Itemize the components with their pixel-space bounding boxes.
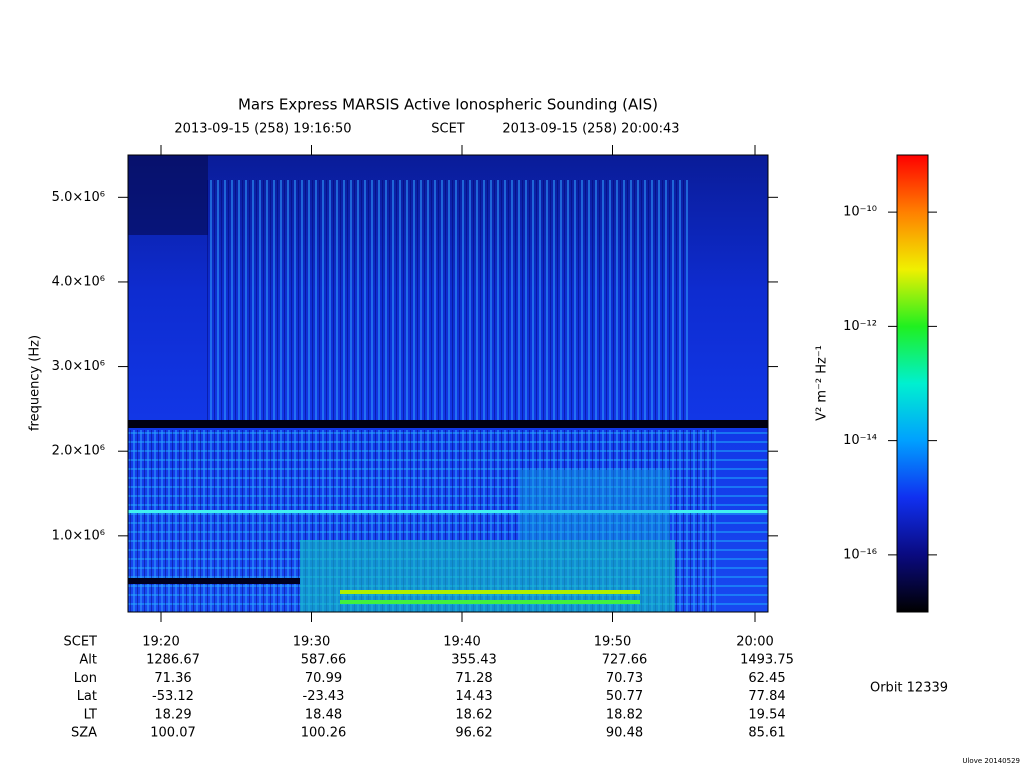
time-end: 2013-09-15 (258) 20:00:43 — [502, 122, 679, 137]
ephemeris-value: -53.12 — [152, 689, 194, 704]
orbit-label: Orbit 12339 — [870, 681, 948, 696]
ephemeris-value: 1286.67 — [146, 653, 200, 668]
x-tick-label: 19:30 — [293, 635, 330, 650]
ephemeris-value: 587.66 — [301, 653, 347, 668]
spectrogram — [128, 155, 768, 612]
time-system: SCET — [431, 122, 465, 137]
colorbar-tick-label: 10⁻¹⁰ — [843, 205, 877, 220]
ephemeris-value: -23.43 — [303, 689, 345, 704]
ephemeris-value: 19.54 — [748, 707, 785, 722]
colorbar — [896, 154, 929, 613]
ephemeris-value: 18.82 — [606, 707, 643, 722]
ephemeris-value: 18.29 — [154, 707, 191, 722]
ephemeris-row-label: Lon — [74, 671, 97, 686]
ephemeris-row-label: Alt — [79, 653, 97, 668]
ephemeris-value: 77.84 — [748, 689, 785, 704]
ephemeris-value: 18.62 — [455, 707, 492, 722]
x-tick-label: 19:50 — [594, 635, 631, 650]
colorbar-label: V² m⁻² Hz⁻¹ — [815, 345, 830, 421]
footer: Ulove 20140529 — [962, 757, 1020, 765]
ephemeris-value: 1493.75 — [740, 653, 794, 668]
colorbar-tick-label: 10⁻¹⁴ — [843, 433, 877, 448]
ephemeris-value: 62.45 — [748, 671, 785, 686]
ephemeris-value: 100.07 — [150, 726, 196, 741]
ephemeris-value: 727.66 — [602, 653, 648, 668]
colorbar-tick-label: 10⁻¹² — [843, 319, 877, 334]
x-tick-label: 19:20 — [142, 635, 179, 650]
colorbar-tick-label: 10⁻¹⁶ — [843, 547, 877, 562]
ephemeris-value: 70.99 — [305, 671, 342, 686]
x-tick-label: 20:00 — [736, 635, 773, 650]
ephemeris-value: 14.43 — [455, 689, 492, 704]
chart-title: Mars Express MARSIS Active Ionospheric S… — [238, 96, 658, 114]
x-tick-label: 19:40 — [443, 635, 480, 650]
ephemeris-value: 50.77 — [606, 689, 643, 704]
ephemeris-value: 96.62 — [455, 726, 492, 741]
y-axis-label: frequency (Hz) — [28, 335, 43, 431]
ephemeris-row-label: SCET — [64, 635, 98, 650]
ephemeris-row-label: LT — [84, 707, 97, 722]
ephemeris-row-label: SZA — [71, 726, 97, 741]
y-tick-label: 2.0×10⁶ — [52, 444, 105, 459]
ephemeris-value: 71.28 — [455, 671, 492, 686]
ephemeris-value: 100.26 — [301, 726, 347, 741]
ephemeris-value: 90.48 — [606, 726, 643, 741]
ephemeris-value: 71.36 — [154, 671, 191, 686]
y-tick-label: 5.0×10⁶ — [52, 190, 105, 205]
ephemeris-row-label: Lat — [77, 689, 97, 704]
y-tick-label: 1.0×10⁶ — [52, 528, 105, 543]
y-tick-label: 4.0×10⁶ — [52, 274, 105, 289]
plot-frame — [127, 154, 769, 613]
ephemeris-value: 85.61 — [748, 726, 785, 741]
y-tick-label: 3.0×10⁶ — [52, 359, 105, 374]
time-start: 2013-09-15 (258) 19:16:50 — [174, 122, 351, 137]
ephemeris-value: 18.48 — [305, 707, 342, 722]
ephemeris-value: 355.43 — [451, 653, 497, 668]
ephemeris-value: 70.73 — [606, 671, 643, 686]
